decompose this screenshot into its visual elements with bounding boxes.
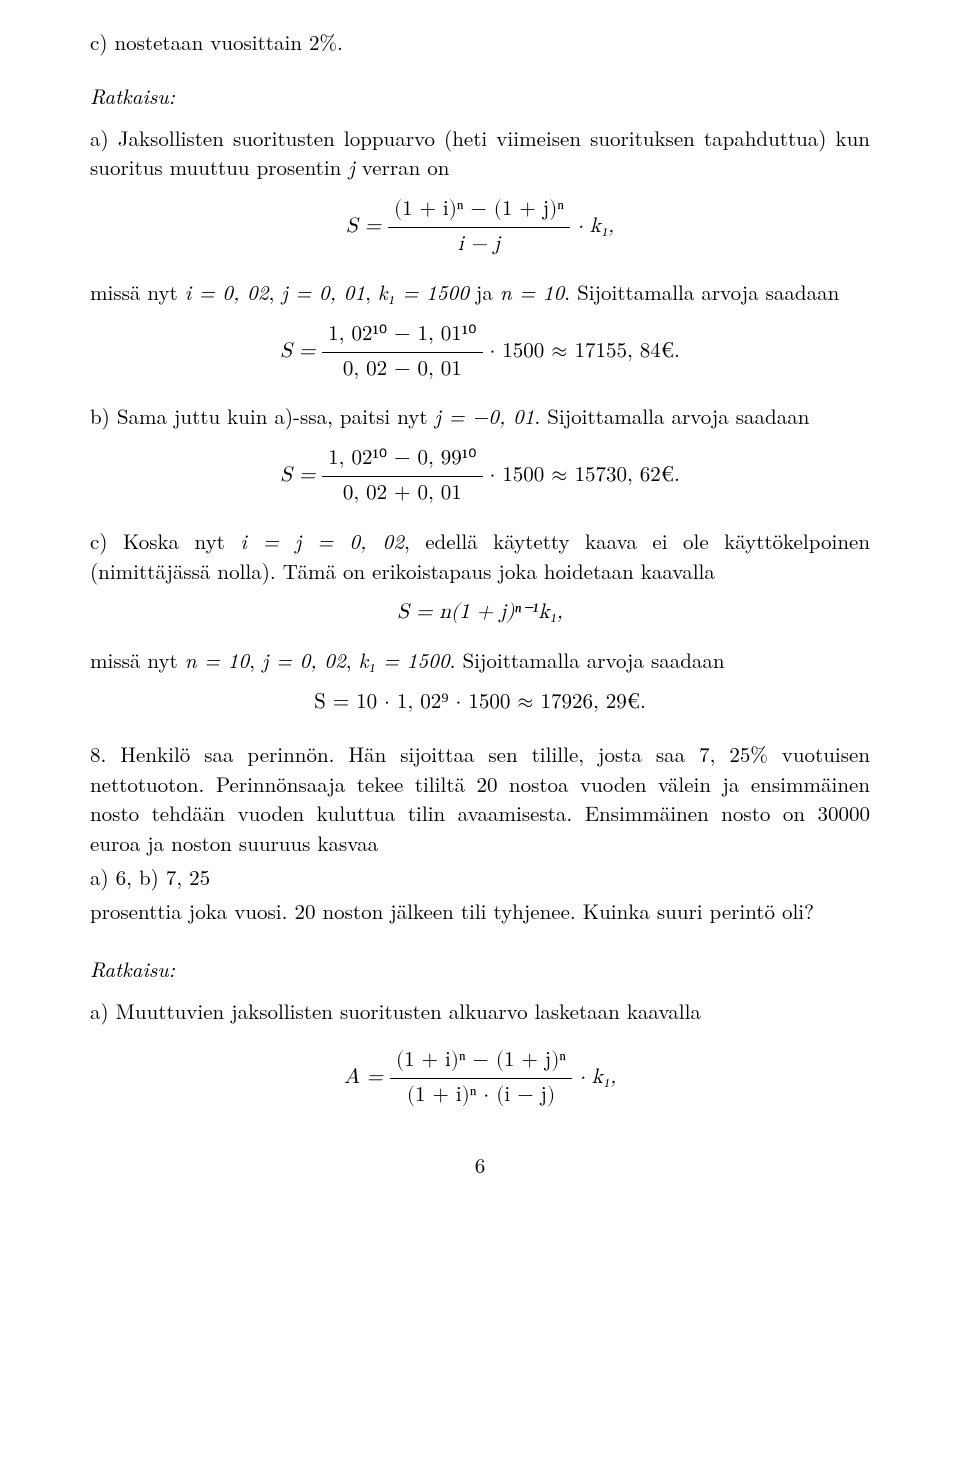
eq-tail: · k₁, xyxy=(577,216,614,237)
eq-left: A = xyxy=(344,1067,390,1088)
t: , xyxy=(346,645,359,675)
numerator: (1 + i)ⁿ − (1 + j)ⁿ xyxy=(388,195,570,228)
equation-4: S = n(1 + j)ⁿ⁻¹k₁, xyxy=(90,598,870,628)
t: a) Muuttuvien jaksollisten suoritusten a… xyxy=(90,996,701,1026)
question-8-b: a) 6, b) 7, 25 xyxy=(90,863,870,893)
denominator: (1 + i)ⁿ · (i − j) xyxy=(390,1079,572,1111)
denominator: 0, 02 + 0, 01 xyxy=(322,477,482,509)
equation-2: S = 1, 02¹⁰ − 1, 01¹⁰ 0, 02 − 0, 01 · 15… xyxy=(90,320,870,385)
eq-tail: · 1500 ≈ 17155, 84€. xyxy=(489,341,679,362)
eq-left: S = xyxy=(280,465,322,486)
t: 8. Henkilö saa perinnön. Hän sijoittaa s… xyxy=(90,739,870,858)
denominator: 0, 02 − 0, 01 xyxy=(322,353,482,385)
numerator: 1, 02¹⁰ − 1, 01¹⁰ xyxy=(322,320,482,353)
question-8-c: prosenttia joka vuosi. 20 noston jälkeen… xyxy=(90,897,870,927)
text: c) nostetaan vuosittain 2%. xyxy=(90,27,343,57)
numerator: (1 + i)ⁿ − (1 + j)ⁿ xyxy=(390,1046,572,1079)
equation-6: A = (1 + i)ⁿ − (1 + j)ⁿ (1 + i)ⁿ · (i − … xyxy=(90,1046,870,1111)
part-b-intro: b) Sama juttu kuin a)-ssa, paitsi nyt j … xyxy=(90,402,870,432)
eq-left: S = xyxy=(346,216,388,237)
t: n = 10 xyxy=(185,645,249,675)
t: n = 10 xyxy=(500,277,564,307)
equation-1: S = (1 + i)ⁿ − (1 + j)ⁿ i − j · k₁, xyxy=(90,195,870,260)
t: missä nyt xyxy=(90,645,185,675)
t: j = 0, 01 xyxy=(281,277,365,307)
eq: S = n(1 + j)ⁿ⁻¹k₁, xyxy=(397,602,562,623)
line-c-raise: c) nostetaan vuosittain 2%. xyxy=(90,28,870,58)
t: k₁ = 1500 xyxy=(378,277,469,307)
eq: S = 10 · 1, 02⁹ · 1500 ≈ 17926, 29€. xyxy=(314,692,646,713)
t: ja xyxy=(469,277,500,307)
missa-2: missä nyt n = 10, j = 0, 02, k₁ = 1500. … xyxy=(90,646,870,676)
fraction: 1, 02¹⁰ − 1, 01¹⁰ 0, 02 − 0, 01 xyxy=(322,320,482,385)
t: . Sijoittamalla arvoja saadaan xyxy=(564,277,839,307)
solution-8-a: a) Muuttuvien jaksollisten suoritusten a… xyxy=(90,997,870,1027)
question-8-a: 8. Henkilö saa perinnön. Hän sijoittaa s… xyxy=(90,740,870,859)
t: c) Koska nyt xyxy=(90,526,240,556)
part-a-intro: a) Jaksollisten suoritusten loppuarvo (h… xyxy=(90,124,870,184)
t: missä nyt xyxy=(90,277,185,307)
t: a) 6, b) 7, 25 xyxy=(90,862,210,892)
page: c) nostetaan vuosittain 2%. Ratkaisu: a)… xyxy=(0,0,960,1472)
equation-3: S = 1, 02¹⁰ − 0, 99¹⁰ 0, 02 + 0, 01 · 15… xyxy=(90,444,870,509)
t: . Sijoittamalla arvoja saadaan xyxy=(450,645,725,675)
t: , xyxy=(249,645,262,675)
part-c-intro: c) Koska nyt i = j = 0, 02, edellä käyte… xyxy=(90,527,870,587)
t: Ratkaisu: xyxy=(90,954,175,984)
ratkaisu-label-2: Ratkaisu: xyxy=(90,955,870,985)
fraction: (1 + i)ⁿ − (1 + j)ⁿ i − j xyxy=(388,195,570,260)
t: 6 xyxy=(475,1150,486,1180)
t: j = 0, 02 xyxy=(262,645,346,675)
denominator: i − j xyxy=(388,228,570,260)
text: a) Jaksollisten suoritusten loppuarvo (h… xyxy=(90,123,870,183)
fraction: (1 + i)ⁿ − (1 + j)ⁿ (1 + i)ⁿ · (i − j) xyxy=(390,1046,572,1111)
numerator: 1, 02¹⁰ − 0, 99¹⁰ xyxy=(322,444,482,477)
equation-5: S = 10 · 1, 02⁹ · 1500 ≈ 17926, 29€. xyxy=(90,688,870,718)
eq-tail: · k₁, xyxy=(579,1067,616,1088)
eq-left: S = xyxy=(280,341,322,362)
eq-tail: · 1500 ≈ 15730, 62€. xyxy=(489,465,679,486)
t: . Sijoittamalla arvoja saadaan xyxy=(534,401,809,431)
t: k₁ = 1500 xyxy=(359,645,450,675)
t: i = 0, 02 xyxy=(185,277,269,307)
missa-1: missä nyt i = 0, 02, j = 0, 01, k₁ = 150… xyxy=(90,278,870,308)
page-number: 6 xyxy=(90,1151,870,1181)
text: Ratkaisu: xyxy=(90,81,175,111)
t: i = j = 0, 02 xyxy=(240,526,404,556)
text: verran on xyxy=(355,152,450,182)
fraction: 1, 02¹⁰ − 0, 99¹⁰ 0, 02 + 0, 01 xyxy=(322,444,482,509)
t: prosenttia joka vuosi. 20 noston jälkeen… xyxy=(90,896,814,926)
t: j = −0, 01 xyxy=(435,401,535,431)
t: b) Sama juttu kuin a)-ssa, paitsi nyt xyxy=(90,401,435,431)
t: , xyxy=(365,277,378,307)
t: , xyxy=(268,277,281,307)
ratkaisu-label: Ratkaisu: xyxy=(90,82,870,112)
